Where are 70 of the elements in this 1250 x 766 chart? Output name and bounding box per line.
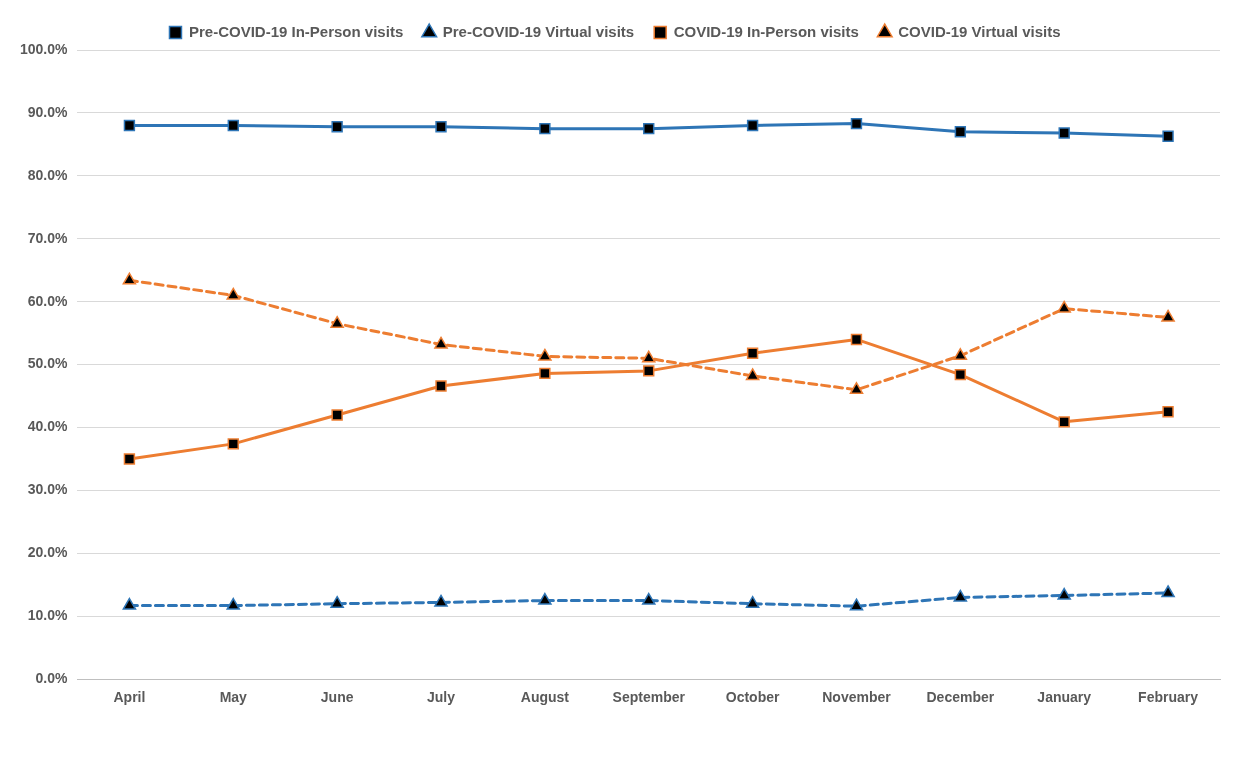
point: [227, 438, 239, 450]
point: [1057, 300, 1072, 313]
point: [331, 121, 343, 133]
x-tick-label: July: [427, 689, 456, 706]
point: [643, 365, 655, 377]
point: [1161, 585, 1175, 598]
legend-label: COVID-19 In-Person visits: [673, 22, 859, 40]
point: [849, 382, 864, 395]
point: [1161, 309, 1175, 322]
point: [746, 347, 759, 359]
y-tick-label: 80.0%: [27, 166, 69, 183]
x-tick-label: November: [822, 689, 892, 706]
point: [850, 117, 863, 130]
point: [641, 592, 656, 605]
point: [954, 368, 967, 381]
point: [331, 409, 343, 421]
point: [123, 453, 136, 465]
point: [641, 350, 656, 363]
point: [538, 592, 552, 605]
point: [539, 367, 551, 380]
legend-label: Pre-COVID-19 Virtual visits: [442, 22, 635, 40]
point: [434, 336, 448, 349]
legend-label: COVID-19 Virtual visits: [898, 22, 1061, 40]
point: [434, 594, 448, 607]
point: [226, 287, 241, 300]
point: [1162, 130, 1174, 142]
point: [435, 380, 447, 392]
y-tick-label: 70.0%: [27, 229, 69, 246]
point: [953, 348, 968, 361]
y-tick-label: 50.0%: [27, 355, 69, 372]
point: [643, 122, 655, 135]
x-tick-label: April: [113, 689, 146, 706]
point: [1058, 127, 1070, 139]
x-tick-label: September: [612, 689, 686, 706]
point: [745, 368, 760, 381]
point: [953, 589, 968, 602]
point: [954, 126, 967, 138]
y-tick-label: 30.0%: [27, 481, 69, 498]
x-tick-label: January: [1037, 689, 1092, 706]
x-tick-label: December: [926, 689, 995, 706]
y-tick-label: 20.0%: [27, 544, 69, 561]
y-tick-label: 10.0%: [27, 607, 69, 624]
x-tick-label: October: [725, 689, 780, 706]
y-tick-label: 90.0%: [27, 103, 69, 120]
point: [330, 315, 344, 328]
legend-label: Pre-COVID-19 In-Person visits: [188, 22, 404, 40]
x-tick-label: June: [320, 689, 354, 706]
point: [226, 597, 241, 610]
y-tick-label: 100.0%: [20, 40, 69, 57]
point: [435, 121, 447, 133]
y-tick-label: 60.0%: [27, 292, 69, 309]
point: [122, 597, 137, 610]
point: [538, 348, 552, 361]
point: [1058, 416, 1070, 428]
y-tick-label: 0.0%: [35, 670, 69, 687]
x-tick-label: August: [520, 689, 570, 706]
point: [227, 119, 239, 132]
x-tick-label: February: [1138, 689, 1199, 706]
point: [123, 119, 136, 132]
x-tick-label: May: [219, 689, 248, 706]
point: [1162, 406, 1174, 418]
point: [745, 595, 760, 608]
point: [850, 333, 863, 346]
point: [122, 272, 137, 285]
point: [746, 119, 759, 132]
point: [1057, 587, 1072, 600]
point: [849, 598, 864, 611]
point: [539, 122, 551, 135]
point: [330, 595, 344, 608]
y-tick-label: 40.0%: [27, 418, 69, 435]
